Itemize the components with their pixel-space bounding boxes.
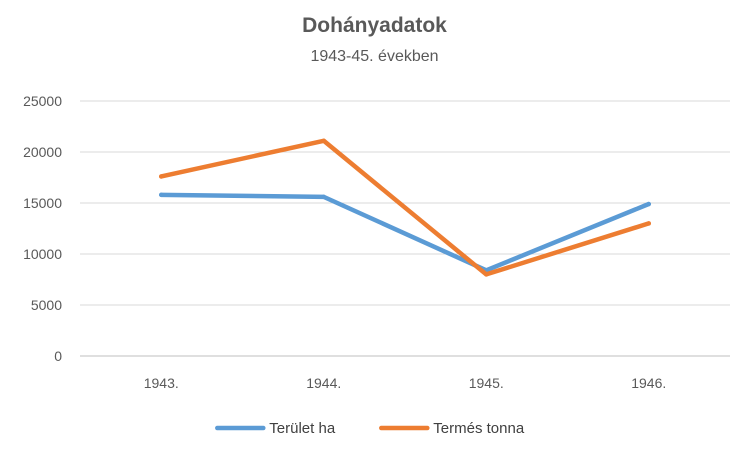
data-point — [646, 201, 651, 207]
y-tick-label: 15000 — [23, 195, 62, 211]
data-point — [321, 194, 326, 200]
y-tick-label: 0 — [54, 348, 62, 364]
series-line-1 — [159, 192, 651, 273]
data-point — [646, 221, 651, 226]
x-tick-label: 1945. — [469, 375, 504, 391]
chart-subtitle: 1943-45. években — [310, 48, 439, 65]
x-tick-label: 1943. — [144, 375, 179, 391]
legend-label: Termés tonna — [433, 420, 525, 437]
series-line-2 — [159, 138, 651, 277]
y-tick-label: 10000 — [23, 246, 62, 262]
y-tick-label: 25000 — [23, 93, 62, 109]
chart-title: Dohányadatok — [302, 14, 447, 37]
y-tick-label: 5000 — [31, 297, 62, 313]
data-point — [321, 138, 326, 143]
x-tick-label: 1946. — [631, 375, 666, 391]
data-point — [484, 272, 489, 277]
data-point — [159, 174, 164, 179]
data-point — [159, 192, 164, 198]
x-tick-label: 1944. — [306, 375, 341, 391]
y-tick-label: 20000 — [23, 144, 62, 160]
legend-label: Terület ha — [269, 420, 336, 437]
